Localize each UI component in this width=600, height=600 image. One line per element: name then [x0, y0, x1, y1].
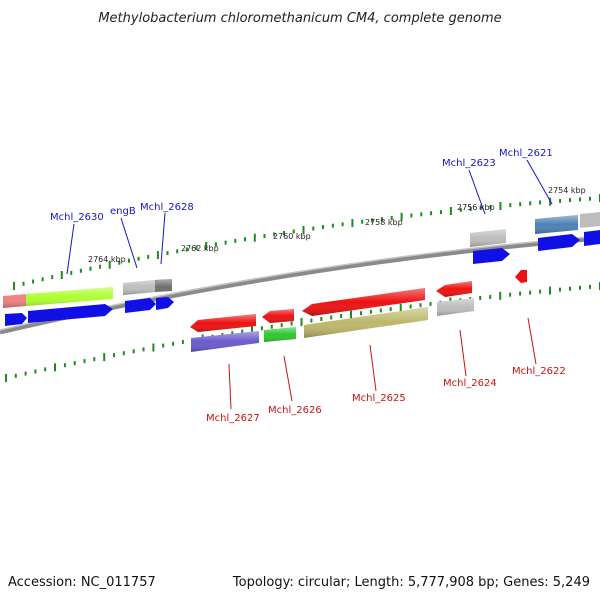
- gene-label-engb[interactable]: engB: [110, 206, 136, 217]
- gene-label-mchl-2627[interactable]: Mchl_2627: [206, 413, 260, 424]
- gene-label-mchl-2626[interactable]: Mchl_2626: [268, 405, 322, 416]
- gene-label-mchl-2623[interactable]: Mchl_2623: [442, 158, 496, 169]
- gene-arrow-forward[interactable]: [473, 248, 510, 264]
- gene-arrow-forward[interactable]: [28, 304, 113, 323]
- gene-label-mchl-2624[interactable]: Mchl_2624: [443, 378, 497, 389]
- forward-leader-lines: [66, 159, 553, 275]
- gene-label-mchl-2621[interactable]: Mchl_2621: [499, 148, 553, 159]
- forward-genes: [5, 230, 600, 326]
- gene-label-mchl-2630[interactable]: Mchl_2630: [50, 212, 104, 223]
- accession-text: Accession: NC_011757: [8, 575, 156, 590]
- gene-arrow-forward[interactable]: [125, 298, 156, 313]
- genome-backbone: [0, 235, 600, 335]
- reverse-leader-lines: [228, 317, 537, 410]
- topology-text: Topology: circular; Length: 5,777,908 bp…: [232, 575, 590, 590]
- scale-label-2760: 2760 kbp: [273, 232, 311, 241]
- gene-arrow-forward[interactable]: [156, 297, 174, 310]
- scale-label-2758: 2758 kbp: [365, 218, 403, 227]
- scale-label-2764: 2764 kbp: [88, 255, 126, 264]
- scale-label-2762: 2762 kbp: [181, 244, 219, 253]
- gene-label-mchl-2628[interactable]: Mchl_2628: [140, 202, 194, 213]
- map-title: Methylobacterium chloromethanicum CM4, c…: [98, 11, 501, 26]
- gene-arrow-reverse[interactable]: [515, 270, 527, 283]
- scale-label-2756: 2756 kbp: [457, 203, 495, 212]
- gloss-overlay: [3, 215, 578, 352]
- scale-label-2754: 2754 kbp: [548, 186, 586, 195]
- gene-label-mchl-2622[interactable]: Mchl_2622: [512, 366, 566, 377]
- feature-block[interactable]: [580, 212, 600, 228]
- gene-arrow-forward[interactable]: [5, 313, 27, 326]
- gene-label-mchl-2625[interactable]: Mchl_2625: [352, 393, 406, 404]
- gene-arrow-forward[interactable]: [538, 234, 580, 251]
- scale-ticks-upper: [13, 194, 600, 290]
- gene-arrow-forward[interactable]: [584, 230, 600, 246]
